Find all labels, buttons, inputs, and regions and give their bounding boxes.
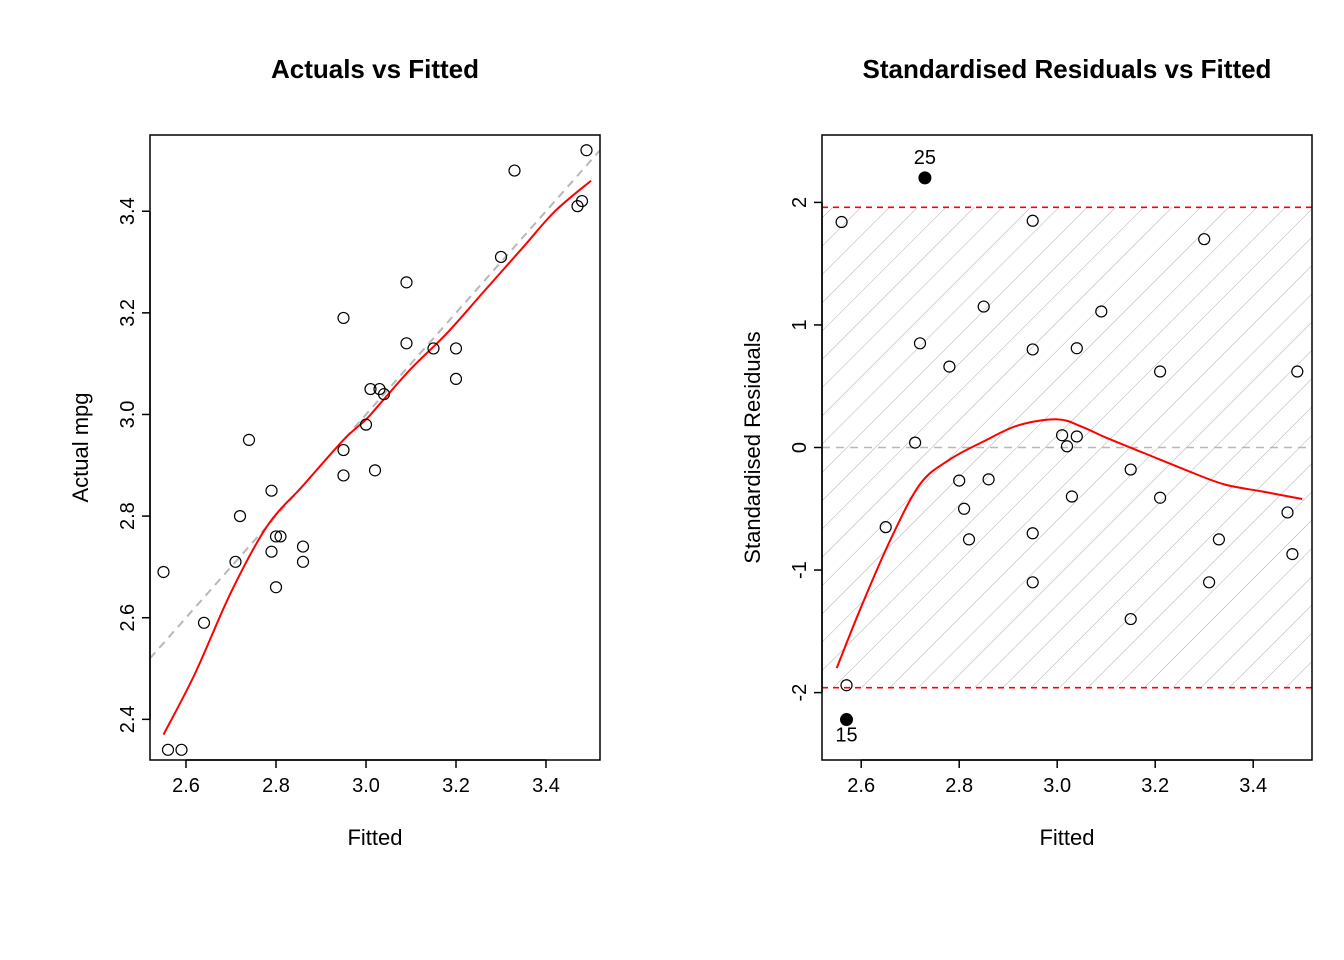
x-tick-label: 2.6 xyxy=(172,775,200,797)
data-point xyxy=(298,556,309,567)
right-panel: Standardised Residuals vs Fitted 25 15 2.6 2… xyxy=(672,0,1344,960)
y-tick-label: 1 xyxy=(789,319,811,330)
y-axis-label: Actual mpg xyxy=(68,392,93,502)
outlier-label: 15 xyxy=(835,725,857,747)
data-point xyxy=(338,445,349,456)
data-point xyxy=(401,277,412,288)
identity-line xyxy=(150,150,600,658)
data-point xyxy=(338,312,349,323)
y-tick-label: 3.2 xyxy=(117,299,139,327)
outlier-point xyxy=(918,171,931,184)
smooth-curve xyxy=(164,181,592,735)
x-axis-label: Fitted xyxy=(1039,825,1094,850)
data-point xyxy=(163,744,174,755)
data-point xyxy=(266,546,277,557)
x-tick-label: 3.0 xyxy=(1043,775,1071,797)
left-panel: Actuals vs Fitted 2.6 2.8 3.0 3.2 3.4 2.4 2.6 2.… xyxy=(0,0,672,960)
x-tick-label: 3.4 xyxy=(1239,775,1267,797)
left-chart: Actuals vs Fitted 2.6 2.8 3.0 3.2 3.4 2.4 2.6 2.… xyxy=(0,0,672,960)
x-tick-label: 3.4 xyxy=(532,775,560,797)
x-tick-label: 3.2 xyxy=(1141,775,1169,797)
data-point xyxy=(244,434,255,445)
y-tick-label: 2.8 xyxy=(117,502,139,530)
data-point xyxy=(451,343,462,354)
y-tick-label: -2 xyxy=(789,684,811,702)
data-point xyxy=(338,470,349,481)
x-axis-label: Fitted xyxy=(347,825,402,850)
plot-container: Actuals vs Fitted 2.6 2.8 3.0 3.2 3.4 2.4 2.6 2.… xyxy=(0,0,1344,960)
outlier-label: 25 xyxy=(914,147,936,169)
data-point xyxy=(401,338,412,349)
data-point xyxy=(298,541,309,552)
data-point xyxy=(199,617,210,628)
y-tick-label: 2.4 xyxy=(117,705,139,733)
y-tick-label: 0 xyxy=(789,442,811,453)
data-point xyxy=(266,485,277,496)
x-tick-label: 2.8 xyxy=(262,775,290,797)
data-point xyxy=(370,465,381,476)
chart-title: Actuals vs Fitted xyxy=(271,54,479,84)
y-tick-label: 2 xyxy=(789,197,811,208)
y-tick-label: 3.0 xyxy=(117,401,139,429)
y-tick-label: 2.6 xyxy=(117,604,139,632)
data-point xyxy=(176,744,187,755)
x-tick-label: 3.0 xyxy=(352,775,380,797)
y-axis-label: Standardised Residuals xyxy=(740,331,765,563)
right-chart: Standardised Residuals vs Fitted 25 15 2.6 2… xyxy=(672,0,1344,960)
data-point xyxy=(271,582,282,593)
x-tick-label: 2.8 xyxy=(945,775,973,797)
data-point xyxy=(509,165,520,176)
data-point xyxy=(581,145,592,156)
data-point xyxy=(451,373,462,384)
data-point xyxy=(235,511,246,522)
y-tick-label: 3.4 xyxy=(117,197,139,225)
y-tick-label: -1 xyxy=(789,561,811,579)
x-tick-label: 3.2 xyxy=(442,775,470,797)
plot-border xyxy=(150,135,600,760)
data-point xyxy=(428,343,439,354)
chart-title: Standardised Residuals vs Fitted xyxy=(863,54,1272,84)
data-point xyxy=(158,566,169,577)
x-tick-label: 2.6 xyxy=(847,775,875,797)
